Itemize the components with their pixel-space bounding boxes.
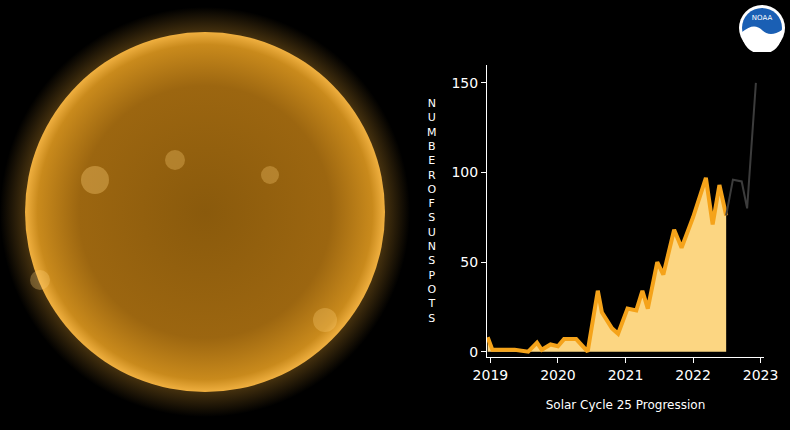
svg-text:NOAA: NOAA [752,14,773,22]
svg-text:2019: 2019 [473,367,509,383]
svg-text:NUMBEROFSUNSPOTS: NUMBEROFSUNSPOTS [427,97,437,325]
svg-text:0: 0 [469,344,478,360]
svg-text:100: 100 [451,164,478,180]
svg-text:2020: 2020 [540,367,576,383]
svg-text:150: 150 [451,75,478,91]
svg-text:Solar Cycle 25 Progression: Solar Cycle 25 Progression [546,398,706,412]
svg-text:2022: 2022 [675,367,711,383]
svg-text:2023: 2023 [743,367,779,383]
svg-text:50: 50 [460,254,478,270]
svg-text:2021: 2021 [608,367,644,383]
